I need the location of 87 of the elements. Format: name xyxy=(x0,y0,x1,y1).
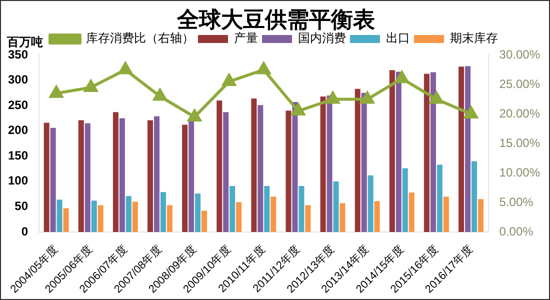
bar xyxy=(430,72,436,232)
bar xyxy=(126,196,132,232)
bar xyxy=(340,203,346,232)
y2-tick-label: 20.00% xyxy=(499,106,540,120)
legend-label: 产量 xyxy=(234,31,258,46)
bar xyxy=(443,196,449,232)
bar xyxy=(112,112,118,232)
point xyxy=(188,109,202,122)
y-tick-label: 0 xyxy=(21,224,28,238)
bar xyxy=(251,98,257,232)
bar xyxy=(56,200,62,232)
bar xyxy=(465,66,471,232)
point xyxy=(326,92,340,104)
bar xyxy=(258,105,264,232)
bar xyxy=(458,66,464,232)
chart-title: 全球大豆供需平衡表 xyxy=(177,7,375,33)
bar xyxy=(478,199,484,232)
bar xyxy=(91,200,97,232)
y-tick-label: 300 xyxy=(8,72,28,87)
legend-label: 期末库存 xyxy=(450,31,498,46)
bar xyxy=(216,100,222,232)
bar xyxy=(424,74,430,232)
y-tick-label: 100 xyxy=(8,174,28,188)
point xyxy=(222,74,236,86)
point xyxy=(118,62,132,74)
bar xyxy=(402,168,408,232)
bar xyxy=(195,194,201,232)
bar xyxy=(298,186,304,232)
bar xyxy=(202,210,208,232)
legend-label: 出口 xyxy=(386,31,410,46)
y-axis-title: 百万吨 xyxy=(6,35,43,50)
bar xyxy=(119,118,125,232)
y-tick-label: 50 xyxy=(14,199,28,214)
bar xyxy=(472,161,478,232)
bar xyxy=(98,205,104,232)
bar xyxy=(408,192,414,232)
bar xyxy=(361,92,367,232)
bar xyxy=(354,88,360,232)
y-tick-label: 200 xyxy=(8,123,28,138)
bar xyxy=(84,123,90,232)
bar xyxy=(236,202,242,232)
point xyxy=(153,88,167,101)
point xyxy=(464,106,478,118)
bar xyxy=(326,95,332,232)
bar xyxy=(148,120,154,232)
bar xyxy=(44,122,50,232)
bar xyxy=(50,128,56,232)
bar xyxy=(396,72,402,232)
y-tick-label: 250 xyxy=(8,98,28,112)
bar xyxy=(182,124,188,232)
point xyxy=(430,92,444,104)
bar xyxy=(368,175,374,232)
y2-tick-label: 10.00% xyxy=(499,165,540,180)
bar xyxy=(270,196,276,232)
legend-label: 国内消费 xyxy=(298,31,346,46)
bar xyxy=(63,208,69,232)
y-tick-label: 350 xyxy=(8,47,28,62)
bar xyxy=(230,186,236,232)
point xyxy=(50,86,63,98)
y2-tick-label: 30.00% xyxy=(499,47,540,62)
y2-tick-label: 0.00% xyxy=(499,224,534,238)
bar xyxy=(292,102,298,232)
point xyxy=(256,62,270,74)
bar xyxy=(333,181,339,232)
bar xyxy=(389,70,395,232)
y2-tick-label: 15.00% xyxy=(499,136,540,150)
point xyxy=(84,80,98,92)
bar xyxy=(188,120,194,232)
bar xyxy=(264,186,270,232)
bar xyxy=(436,164,442,232)
bar xyxy=(286,110,292,232)
y2-tick-label: 25.00% xyxy=(499,76,540,91)
y2-tick-label: 5.00% xyxy=(499,194,534,209)
bar xyxy=(160,192,166,232)
bar xyxy=(78,120,84,232)
bar xyxy=(154,116,160,232)
y-tick-label: 150 xyxy=(8,148,28,162)
point xyxy=(360,92,374,104)
bar xyxy=(132,202,138,232)
point xyxy=(292,104,305,116)
point xyxy=(395,71,409,84)
legend-label: 库存消费比（右轴） xyxy=(86,31,194,46)
bar xyxy=(305,205,311,232)
bar xyxy=(320,96,326,232)
bar xyxy=(166,205,172,232)
bar xyxy=(374,201,380,232)
bar xyxy=(223,112,229,232)
